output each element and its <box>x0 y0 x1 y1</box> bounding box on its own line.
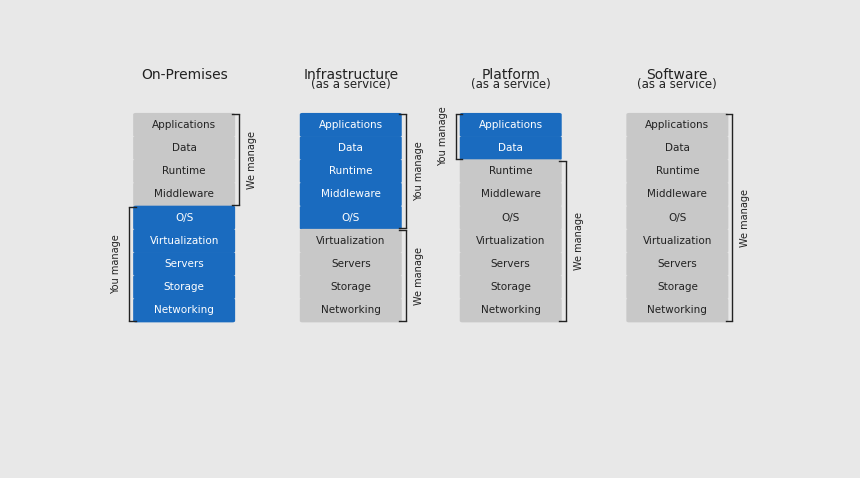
FancyBboxPatch shape <box>300 229 402 253</box>
Text: Networking: Networking <box>154 305 214 315</box>
Text: On-Premises: On-Premises <box>141 68 228 82</box>
FancyBboxPatch shape <box>300 136 402 160</box>
FancyBboxPatch shape <box>300 159 402 183</box>
FancyBboxPatch shape <box>460 252 562 276</box>
FancyBboxPatch shape <box>460 159 562 183</box>
Text: Applications: Applications <box>319 120 383 130</box>
FancyBboxPatch shape <box>460 183 562 206</box>
Text: Applications: Applications <box>152 120 216 130</box>
FancyBboxPatch shape <box>133 229 235 253</box>
Text: (as a service): (as a service) <box>311 77 390 91</box>
Text: Storage: Storage <box>657 282 697 292</box>
Text: You manage: You manage <box>111 234 121 294</box>
Text: Servers: Servers <box>164 259 204 269</box>
Text: Virtualization: Virtualization <box>476 236 545 246</box>
Text: Virtualization: Virtualization <box>150 236 218 246</box>
Text: Networking: Networking <box>321 305 381 315</box>
FancyBboxPatch shape <box>626 252 728 276</box>
FancyBboxPatch shape <box>626 113 728 137</box>
FancyBboxPatch shape <box>626 229 728 253</box>
Text: O/S: O/S <box>501 213 520 223</box>
FancyBboxPatch shape <box>133 275 235 299</box>
Text: Middleware: Middleware <box>154 189 214 199</box>
Text: Data: Data <box>172 143 197 153</box>
Text: Networking: Networking <box>481 305 541 315</box>
Text: You manage: You manage <box>438 107 448 166</box>
Text: O/S: O/S <box>341 213 360 223</box>
Text: Software: Software <box>647 68 708 82</box>
Text: Data: Data <box>338 143 363 153</box>
FancyBboxPatch shape <box>133 252 235 276</box>
Text: Runtime: Runtime <box>163 166 206 176</box>
FancyBboxPatch shape <box>626 159 728 183</box>
Text: (as a service): (as a service) <box>637 77 717 91</box>
Text: Applications: Applications <box>479 120 543 130</box>
FancyBboxPatch shape <box>460 206 562 229</box>
Text: Middleware: Middleware <box>321 189 381 199</box>
Text: We manage: We manage <box>414 247 424 304</box>
Text: Virtualization: Virtualization <box>316 236 385 246</box>
FancyBboxPatch shape <box>300 206 402 229</box>
FancyBboxPatch shape <box>300 183 402 206</box>
Text: Middleware: Middleware <box>481 189 541 199</box>
Text: Data: Data <box>498 143 523 153</box>
Text: Platform: Platform <box>482 68 540 82</box>
FancyBboxPatch shape <box>133 183 235 206</box>
Text: Servers: Servers <box>331 259 371 269</box>
FancyBboxPatch shape <box>133 113 235 137</box>
FancyBboxPatch shape <box>460 136 562 160</box>
FancyBboxPatch shape <box>133 206 235 229</box>
Text: We manage: We manage <box>574 212 584 270</box>
Text: Virtualization: Virtualization <box>642 236 712 246</box>
Text: We manage: We manage <box>740 189 750 247</box>
FancyBboxPatch shape <box>626 206 728 229</box>
Text: Data: Data <box>665 143 690 153</box>
Text: Networking: Networking <box>648 305 707 315</box>
FancyBboxPatch shape <box>133 298 235 322</box>
Text: Applications: Applications <box>645 120 710 130</box>
Text: We manage: We manage <box>247 130 257 189</box>
Text: Middleware: Middleware <box>648 189 707 199</box>
FancyBboxPatch shape <box>460 298 562 322</box>
FancyBboxPatch shape <box>133 136 235 160</box>
FancyBboxPatch shape <box>460 229 562 253</box>
Text: O/S: O/S <box>175 213 194 223</box>
Text: Runtime: Runtime <box>655 166 699 176</box>
Text: Infrastructure: Infrastructure <box>304 68 398 82</box>
FancyBboxPatch shape <box>133 159 235 183</box>
FancyBboxPatch shape <box>626 136 728 160</box>
Text: Servers: Servers <box>491 259 531 269</box>
FancyBboxPatch shape <box>460 275 562 299</box>
FancyBboxPatch shape <box>626 298 728 322</box>
FancyBboxPatch shape <box>300 298 402 322</box>
Text: Servers: Servers <box>658 259 697 269</box>
FancyBboxPatch shape <box>300 275 402 299</box>
Text: Runtime: Runtime <box>329 166 372 176</box>
Text: Storage: Storage <box>490 282 531 292</box>
Text: You manage: You manage <box>414 141 424 201</box>
Text: Storage: Storage <box>163 282 205 292</box>
FancyBboxPatch shape <box>626 183 728 206</box>
FancyBboxPatch shape <box>300 252 402 276</box>
FancyBboxPatch shape <box>460 113 562 137</box>
Text: Storage: Storage <box>330 282 372 292</box>
FancyBboxPatch shape <box>626 275 728 299</box>
Text: Runtime: Runtime <box>489 166 532 176</box>
Text: O/S: O/S <box>668 213 686 223</box>
FancyBboxPatch shape <box>300 113 402 137</box>
Text: (as a service): (as a service) <box>471 77 550 91</box>
